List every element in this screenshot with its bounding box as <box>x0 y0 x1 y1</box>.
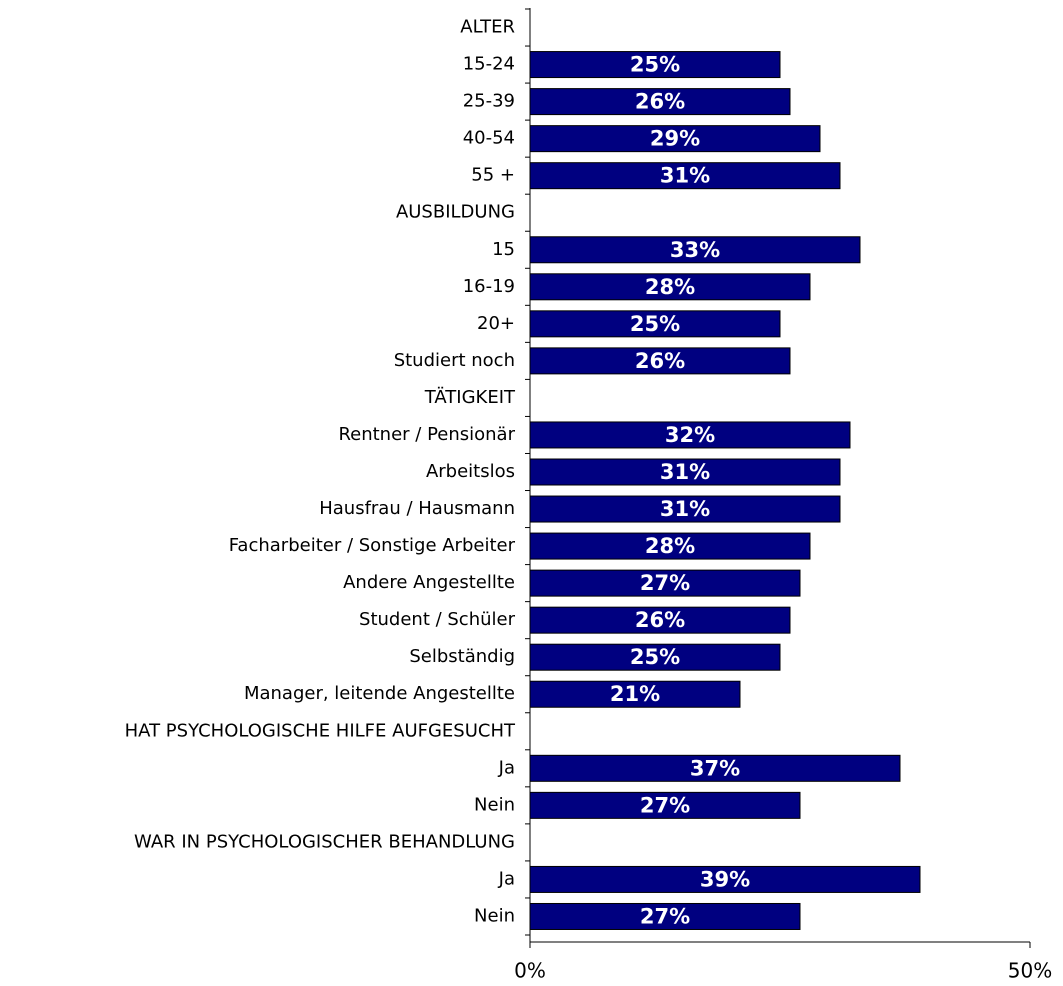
bar <box>529 791 801 819</box>
bar <box>529 51 781 79</box>
value-label: 27% <box>640 571 690 595</box>
bar <box>529 754 901 782</box>
bar <box>529 125 821 153</box>
category-label: 25-39 <box>463 91 515 112</box>
category-label: 20+ <box>477 313 515 334</box>
bar <box>529 865 921 893</box>
bar <box>529 273 811 301</box>
category-label: Student / Schüler <box>359 609 516 630</box>
category-label: 40-54 <box>463 128 515 149</box>
bar <box>529 643 781 671</box>
value-label: 28% <box>645 275 695 299</box>
category-label: Nein <box>474 905 515 926</box>
bar <box>529 680 741 708</box>
value-label: 25% <box>630 312 680 336</box>
bar <box>529 606 791 634</box>
category-label: Arbeitslos <box>426 461 515 482</box>
category-label: Ja <box>498 757 515 778</box>
value-label: 25% <box>630 53 680 77</box>
category-label: Rentner / Pensionär <box>338 424 515 445</box>
category-label: HAT PSYCHOLOGISCHE HILFE AUFGESUCHT <box>125 720 516 741</box>
value-label: 27% <box>640 793 690 817</box>
bar <box>529 532 811 560</box>
bar <box>529 88 791 116</box>
bar <box>529 458 841 486</box>
category-label: Selbständig <box>409 646 515 667</box>
category-label: ALTER <box>460 17 515 38</box>
bar <box>529 421 851 449</box>
bar <box>529 347 791 375</box>
category-label: Ja <box>498 868 515 889</box>
value-label: 39% <box>700 867 750 891</box>
category-label: Andere Angestellte <box>343 572 515 593</box>
bar <box>529 310 781 338</box>
bar <box>529 902 801 930</box>
value-label: 31% <box>660 164 710 188</box>
category-label: WAR IN PSYCHOLOGISCHER BEHANDLUNG <box>134 831 515 852</box>
x-tick-label: 0% <box>514 959 546 983</box>
category-label: Hausfrau / Hausmann <box>319 498 515 519</box>
category-label: 55 + <box>471 165 515 186</box>
category-label: Manager, leitende Angestellte <box>244 683 515 704</box>
category-label: Studiert noch <box>394 350 515 371</box>
value-label: 31% <box>660 460 710 484</box>
value-label: 21% <box>610 682 660 706</box>
category-label: 15-24 <box>463 54 515 75</box>
value-label: 26% <box>635 90 685 114</box>
category-label: AUSBILDUNG <box>396 202 515 223</box>
category-label: TÄTIGKEIT <box>424 387 516 408</box>
bar <box>529 569 801 597</box>
value-label: 32% <box>665 423 715 447</box>
x-tick-label: 50% <box>1008 959 1052 983</box>
value-label: 29% <box>650 127 700 151</box>
value-label: 33% <box>670 238 720 262</box>
category-label: 16-19 <box>463 276 515 297</box>
value-label: 25% <box>630 645 680 669</box>
value-label: 26% <box>635 608 685 632</box>
value-label: 26% <box>635 349 685 373</box>
category-label: Nein <box>474 794 515 815</box>
value-label: 28% <box>645 534 695 558</box>
bar <box>529 495 841 523</box>
value-label: 37% <box>690 756 740 780</box>
value-label: 27% <box>640 904 690 928</box>
value-label: 31% <box>660 497 710 521</box>
category-label: 15 <box>492 239 515 260</box>
bar <box>529 162 841 190</box>
bar <box>529 236 861 264</box>
category-label: Facharbeiter / Sonstige Arbeiter <box>229 535 516 556</box>
